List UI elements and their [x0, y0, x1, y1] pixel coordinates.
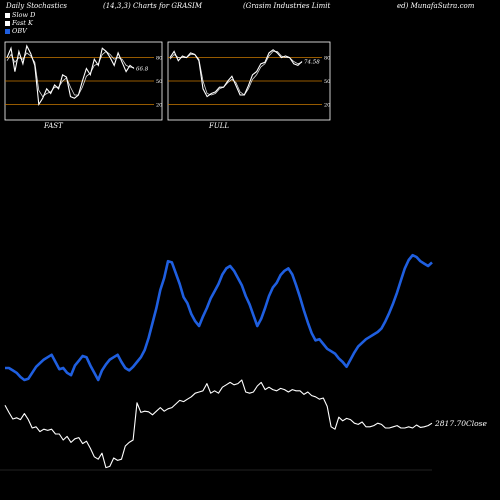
- header-company: (Grasim Industries Limit: [243, 2, 331, 10]
- full-series-full-d: [169, 51, 303, 96]
- header-params: (14,3,3) Charts for GRASIM: [103, 2, 202, 10]
- series-obv-line: [5, 253, 433, 382]
- fast-series-slow-d: [6, 50, 135, 98]
- fast-tick-label-20: 20: [156, 102, 162, 108]
- series-close-line: [4, 379, 433, 469]
- header-title: Daily Stochastics: [6, 2, 68, 10]
- legend: Slow D Fast K OBV: [5, 11, 35, 35]
- fast-tick-label-50: 50: [156, 79, 162, 85]
- legend-swatch-fast-k: [5, 20, 10, 26]
- full-tick-label-20: 20: [324, 102, 330, 108]
- fast-panel-label: FAST: [44, 122, 63, 130]
- full-tick-label-50: 50: [324, 79, 330, 85]
- legend-swatch-obv: [5, 28, 10, 34]
- legend-swatch-slow-d: [5, 12, 10, 18]
- legend-item-fast-k: Fast K: [5, 19, 35, 27]
- header-source: ed) MunafaSutra.com: [397, 2, 475, 10]
- legend-label-fast-k: Fast K: [12, 19, 33, 27]
- legend-item-obv: OBV: [5, 27, 35, 35]
- full-panel-label: FULL: [209, 122, 230, 130]
- close-price-label: 2817.70Close: [434, 419, 488, 428]
- legend-label-obv: OBV: [12, 27, 27, 35]
- fast-tick-label-80: 80: [156, 56, 162, 62]
- fast-last-value-label: 66.8: [136, 67, 149, 73]
- legend-item-slow-d: Slow D: [5, 11, 35, 19]
- full-series-full-k: [169, 49, 303, 98]
- legend-label-slow-d: Slow D: [12, 11, 36, 19]
- full-tick-label-80: 80: [324, 56, 330, 62]
- full-last-value-label: 74.58: [304, 60, 320, 66]
- fast-series-fast-k: [6, 44, 135, 107]
